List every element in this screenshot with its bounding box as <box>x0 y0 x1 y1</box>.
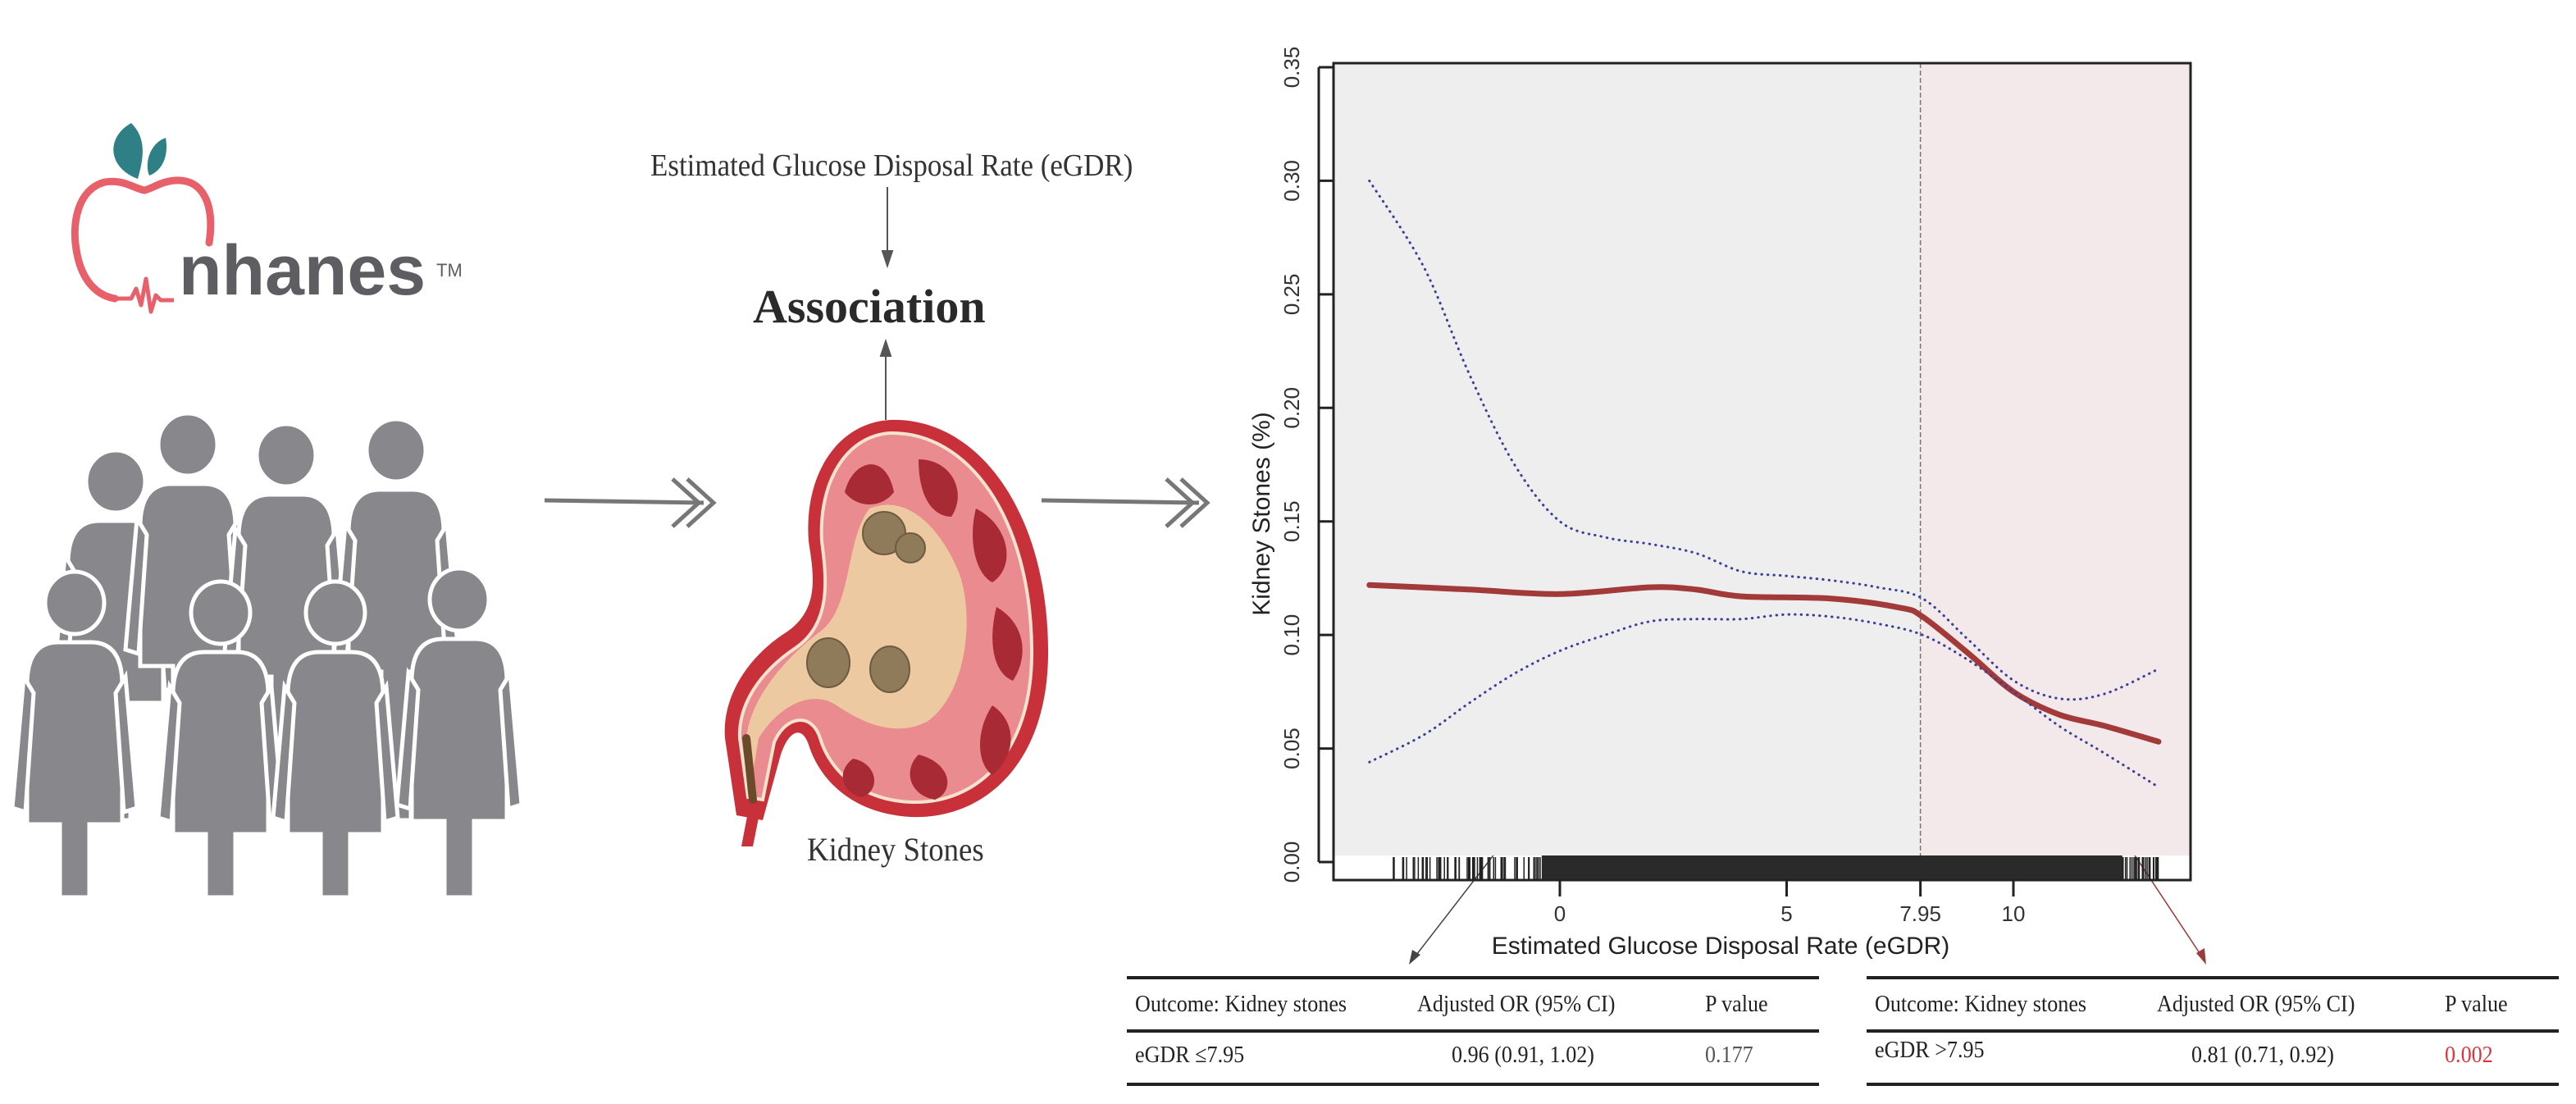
person-arms <box>10 670 139 815</box>
person-icon <box>156 579 285 900</box>
row-p-value: 0.177 <box>1705 1042 1753 1068</box>
person-body <box>285 650 385 900</box>
row-group: eGDR ≤7.95 <box>1135 1042 1245 1068</box>
header-p: P value <box>1705 991 1768 1017</box>
person-arms <box>394 667 524 812</box>
row-p-value: 0.002 <box>2445 1042 2493 1068</box>
lower-ci-line <box>1368 613 2160 789</box>
y-tick-label: 0.30 <box>1279 160 1304 202</box>
row-or: 0.96 (0.91, 1.02) <box>1452 1042 1594 1068</box>
leader-arrowhead <box>2196 948 2206 965</box>
y-tick-label: 0.35 <box>1279 47 1304 89</box>
table-low-egdr: Outcome: Kidney stones Adjusted OR (95% … <box>1127 976 1819 1088</box>
arrow-down-icon <box>881 187 894 269</box>
person-head <box>427 566 491 633</box>
y-tick-label: 0.05 <box>1279 728 1304 769</box>
person-head <box>189 579 253 646</box>
person-body <box>409 636 509 900</box>
header-or: Adjusted OR (95% CI) <box>2157 991 2355 1017</box>
region-below-cutoff <box>1334 63 1921 855</box>
exposure-label: Estimated Glucose Disposal Rate (eGDR) <box>650 148 1133 183</box>
person-head <box>156 411 220 478</box>
person-body <box>25 640 125 900</box>
person-head <box>303 579 367 646</box>
table-rule <box>1867 1029 2559 1033</box>
header-or: Adjusted OR (95% CI) <box>1417 991 1616 1017</box>
x-tick-label: 5 <box>1780 901 1792 926</box>
person-arms <box>271 680 400 825</box>
header-p: P value <box>2445 991 2508 1017</box>
y-tick-label: 0.00 <box>1279 842 1304 883</box>
y-tick-label: 0.25 <box>1279 274 1304 316</box>
association-title: Association <box>753 280 986 333</box>
person-icon <box>394 566 524 900</box>
arrow-to-kidney-icon <box>544 477 717 528</box>
person-icon <box>271 579 400 900</box>
outcome-label: Kidney Stones <box>807 831 984 868</box>
rug-dense-band <box>1541 855 2122 880</box>
kidney-stone-icon <box>806 511 926 693</box>
x-tick-label: 10 <box>2002 901 2026 926</box>
plot-frame <box>1332 62 2192 882</box>
table-high-egdr: Outcome: Kidney stones Adjusted OR (95% … <box>1867 976 2559 1088</box>
x-tick-label: 7.95 <box>1899 901 1941 926</box>
arrow-to-chart-icon <box>1041 477 1210 528</box>
x-tick-label: 0 <box>1554 901 1566 926</box>
table-rule <box>1127 1029 1819 1033</box>
y-tick-label: 0.15 <box>1279 500 1304 542</box>
spline-chart: 0.00 0.05 0.10 0.15 0.20 0.25 0.30 0.35 Kidney S… <box>1248 47 2192 960</box>
person-head <box>43 569 107 636</box>
header-outcome: Outcome: Kidney stones <box>1875 991 2087 1017</box>
leaf-icon <box>147 138 167 176</box>
person-icon <box>10 569 139 900</box>
nhanes-logo-text: nhanes <box>179 231 426 310</box>
person-head <box>84 448 148 515</box>
heartbeat-icon <box>115 276 174 314</box>
header-outcome: Outcome: Kidney stones <box>1135 991 1347 1017</box>
kidney-with-stones-icon <box>724 419 1049 846</box>
table-rule <box>1867 1083 2559 1086</box>
person-head <box>364 417 428 484</box>
x-axis-label: Estimated Glucose Disposal Rate (eGDR) <box>1492 933 1950 960</box>
row-or: 0.81 (0.71, 0.92) <box>2191 1042 2334 1068</box>
leader-arrowhead <box>1409 950 1420 965</box>
person-head <box>254 422 318 489</box>
person-body <box>171 650 271 900</box>
y-tick-label: 0.10 <box>1279 614 1304 656</box>
y-tick-label: 0.20 <box>1279 387 1304 429</box>
leaf-icon <box>113 123 143 179</box>
table-rule <box>1127 976 1819 979</box>
y-axis-label: Kidney Stones (%) <box>1248 412 1275 615</box>
nhanes-logo <box>71 123 215 314</box>
group-of-people-icon <box>10 411 524 900</box>
rug-plot <box>1393 855 2159 880</box>
row-group: eGDR >7.95 <box>1875 1037 1985 1063</box>
trademark-mark: TM <box>436 260 463 281</box>
table-rule <box>1867 976 2559 979</box>
estimate-line <box>1366 582 2162 745</box>
table-rule <box>1127 1083 1819 1086</box>
arrow-up-icon <box>879 338 892 420</box>
apple-outline-icon <box>71 176 215 303</box>
